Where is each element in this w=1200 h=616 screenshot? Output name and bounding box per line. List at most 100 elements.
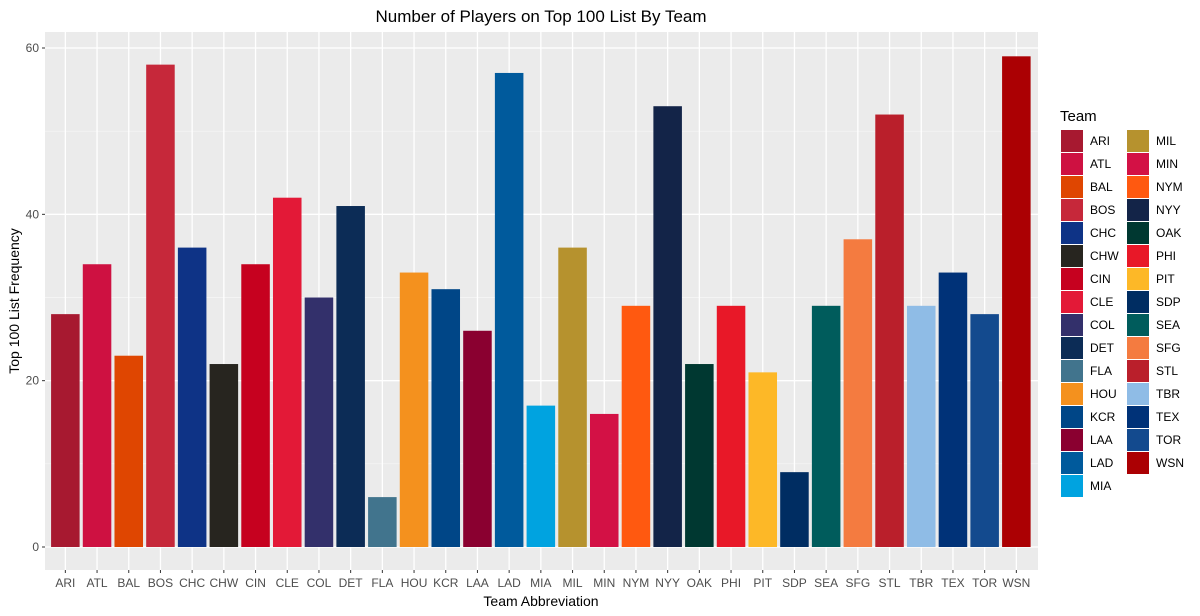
x-tick-label: SFG <box>846 576 871 590</box>
bar-tor <box>970 314 999 547</box>
legend-key-bos <box>1061 199 1083 221</box>
legend-key-phi <box>1127 245 1149 267</box>
bar-min <box>589 413 619 547</box>
legend-key-chc <box>1061 222 1083 244</box>
legend-label-atl: ATL <box>1090 157 1111 171</box>
legend-label-phi: PHI <box>1156 249 1176 263</box>
bar-cle <box>272 197 302 547</box>
x-tick-label: PHI <box>721 576 741 590</box>
bar-tex <box>938 272 968 547</box>
bar-lad <box>494 72 524 547</box>
bar-mia <box>526 405 556 547</box>
legend-key-kcr <box>1061 406 1083 428</box>
legend-label-pit: PIT <box>1156 272 1175 286</box>
bar-hou <box>399 272 429 547</box>
legend-label-wsn: WSN <box>1156 456 1184 470</box>
bar-atl <box>82 264 112 547</box>
bar-kcr <box>431 289 461 547</box>
y-tick-label: 0 <box>32 540 39 554</box>
x-tick-label: LAD <box>497 576 521 590</box>
bar-fla <box>368 497 397 547</box>
legend-label-mil: MIL <box>1156 134 1176 148</box>
legend-items: ARI ATL BAL BOS CHC CHW CIN CLE COL DET FLA HOU KCR L… <box>1061 130 1184 497</box>
x-tick-label: TEX <box>941 576 964 590</box>
legend-label-nyy: NYY <box>1156 203 1181 217</box>
bar-sdp <box>780 472 809 547</box>
bars <box>51 56 1031 548</box>
x-tick-label: NYY <box>655 576 680 590</box>
legend-title: Team <box>1060 108 1097 125</box>
x-tick-label: ARI <box>55 576 75 590</box>
x-tick-label: CHC <box>179 576 205 590</box>
legend-key-sea <box>1127 314 1149 336</box>
x-tick-label: SDP <box>782 576 807 590</box>
bar-bos <box>146 64 175 547</box>
x-tick-label: LAA <box>466 576 489 590</box>
legend-label-hou: HOU <box>1090 387 1117 401</box>
x-tick-label: STL <box>879 576 901 590</box>
x-tick-label: PIT <box>753 576 772 590</box>
legend-label-fla: FLA <box>1090 364 1112 378</box>
legend-label-col: COL <box>1090 318 1115 332</box>
bar-bal <box>114 355 144 547</box>
bar-col <box>304 297 334 547</box>
x-tick-label: COL <box>307 576 332 590</box>
legend-label-oak: OAK <box>1156 226 1181 240</box>
x-tick-label: TBR <box>909 576 933 590</box>
x-tick-label: TOR <box>972 576 997 590</box>
legend-label-tex: TEX <box>1156 410 1179 424</box>
bar-tbr <box>906 305 936 547</box>
legend-key-cle <box>1061 291 1083 313</box>
x-tick-label: BOS <box>148 576 173 590</box>
bar-ari <box>51 314 80 547</box>
bar-wsn <box>1002 56 1031 548</box>
legend-key-mia <box>1061 475 1083 497</box>
bar-mil <box>558 247 587 547</box>
bar-nyy <box>653 106 682 547</box>
y-tick-label: 20 <box>26 374 40 388</box>
legend-key-sdp <box>1127 291 1149 313</box>
y-tick-label: 40 <box>26 207 40 221</box>
y-axis-ticks: 0 20 40 60 <box>26 41 45 554</box>
legend-label-chw: CHW <box>1090 249 1119 263</box>
x-tick-label: WSN <box>1002 576 1030 590</box>
legend-label-lad: LAD <box>1090 456 1114 470</box>
chart-title: Number of Players on Top 100 List By Tea… <box>375 7 706 26</box>
bar-pit <box>748 372 778 547</box>
x-axis-ticks: ARI ATL BAL BOS CHC CHW CIN CLE COL DET FLA HOU KCR L… <box>55 570 1030 590</box>
x-tick-label: FLA <box>371 576 393 590</box>
x-tick-label: ATL <box>86 576 107 590</box>
bar-phi <box>716 305 746 547</box>
legend-key-laa <box>1061 429 1083 451</box>
legend-key-tor <box>1127 429 1149 451</box>
legend-key-tex <box>1127 406 1149 428</box>
legend-key-mil <box>1127 130 1149 152</box>
legend-label-ari: ARI <box>1090 134 1110 148</box>
legend-label-nym: NYM <box>1156 180 1183 194</box>
legend-label-tbr: TBR <box>1156 387 1180 401</box>
legend-key-nym <box>1127 176 1149 198</box>
legend-key-ari <box>1061 130 1083 152</box>
x-tick-label: CHW <box>210 576 239 590</box>
legend-label-chc: CHC <box>1090 226 1116 240</box>
x-tick-label: MIL <box>563 576 583 590</box>
legend-label-sea: SEA <box>1156 318 1180 332</box>
x-tick-label: HOU <box>401 576 428 590</box>
legend-label-cin: CIN <box>1090 272 1111 286</box>
legend-label-sdp: SDP <box>1156 295 1181 309</box>
bar-stl <box>875 114 904 548</box>
legend-label-stl: STL <box>1156 364 1178 378</box>
bar-nym <box>621 305 651 547</box>
legend-key-fla <box>1061 360 1083 382</box>
legend-label-mia: MIA <box>1090 479 1111 493</box>
x-tick-label: BAL <box>117 576 140 590</box>
y-tick-label: 60 <box>26 41 40 55</box>
legend-key-lad <box>1061 452 1083 474</box>
legend-key-col <box>1061 314 1083 336</box>
legend-label-tor: TOR <box>1156 433 1181 447</box>
legend-key-pit <box>1127 268 1149 290</box>
bar-laa <box>463 330 492 547</box>
legend-key-min <box>1127 153 1149 175</box>
legend-label-sfg: SFG <box>1156 341 1181 355</box>
